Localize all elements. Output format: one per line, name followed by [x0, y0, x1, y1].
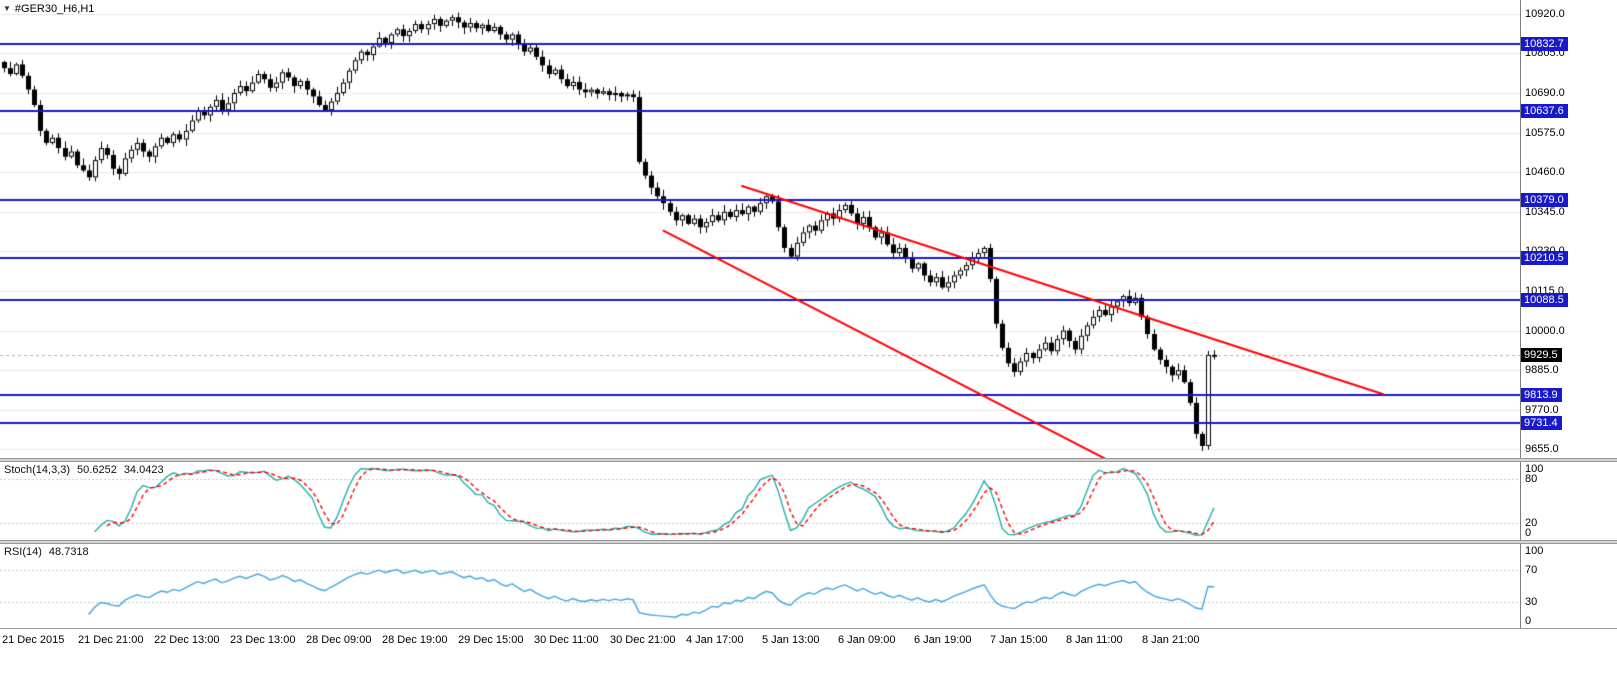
- time-label: 28 Dec 09:00: [306, 634, 372, 646]
- rsi-label: RSI(14) 48.7318: [4, 546, 89, 558]
- rsi-value: 48.7318: [48, 546, 89, 558]
- time-label: 8 Jan 11:00: [1066, 634, 1123, 646]
- rsi-title: RSI(14): [4, 546, 42, 558]
- time-label: 6 Jan 19:00: [914, 634, 972, 646]
- price-tick-label: 9885.0: [1525, 364, 1559, 377]
- stoch-axis-label: 80: [1525, 473, 1538, 486]
- price-tick-label: 10345.0: [1525, 205, 1565, 218]
- time-label: 22 Dec 13:00: [154, 634, 220, 646]
- symbol-label: ▼ #GER30_H6,H1: [3, 3, 94, 15]
- stoch-panel: Stoch(14,3,3) 50.6252 34.0423: [0, 462, 1520, 540]
- time-label: 28 Dec 19:00: [382, 634, 448, 646]
- price-tick-label: 10575.0: [1525, 126, 1565, 139]
- time-label: 7 Jan 15:00: [990, 634, 1048, 646]
- stoch-value-main: 50.6252: [77, 464, 117, 476]
- hline-price-badge[interactable]: 10088.5: [1521, 293, 1568, 308]
- stoch-label: Stoch(14,3,3) 50.6252 34.0423: [4, 464, 164, 476]
- symbol-text: #GER30_H6,H1: [14, 3, 95, 15]
- hline-price-badge[interactable]: 9731.4: [1521, 416, 1562, 431]
- time-label: 21 Dec 2015: [2, 634, 65, 646]
- main-chart-canvas[interactable]: [0, 0, 1520, 458]
- time-label: 4 Jan 17:00: [686, 634, 744, 646]
- rsi-panel-splitter[interactable]: [0, 540, 1617, 544]
- stoch-axis[interactable]: 100 80 20 0: [1520, 462, 1617, 540]
- price-tick-label: 10690.0: [1525, 86, 1565, 99]
- stoch-canvas[interactable]: [0, 462, 1520, 540]
- time-label: 30 Dec 21:00: [610, 634, 676, 646]
- stoch-axis-label: 100: [1525, 463, 1544, 475]
- dropdown-arrow-icon[interactable]: ▼: [3, 4, 11, 13]
- price-tick-label: 10000.0: [1525, 324, 1565, 337]
- price-tick-label: 10920.0: [1525, 7, 1565, 20]
- rsi-axis[interactable]: 100 70 30 0: [1520, 544, 1617, 628]
- hline-price-badge[interactable]: 10379.0: [1521, 193, 1568, 208]
- time-label: 29 Dec 15:00: [458, 634, 524, 646]
- time-label: 8 Jan 21:00: [1142, 634, 1200, 646]
- time-label: 30 Dec 11:00: [534, 634, 599, 646]
- price-tick-label: 9770.0: [1525, 403, 1559, 416]
- time-label: 21 Dec 21:00: [78, 634, 144, 646]
- hline-price-badge[interactable]: 10210.5: [1521, 251, 1568, 266]
- stoch-axis-label: 20: [1525, 516, 1538, 529]
- stoch-value-signal: 34.0423: [123, 464, 164, 476]
- rsi-canvas[interactable]: [0, 544, 1520, 628]
- main-chart-panel: ▼ #GER30_H6,H1: [0, 0, 1520, 458]
- rsi-axis-label: 30: [1525, 595, 1538, 608]
- hline-price-badge[interactable]: 10832.7: [1521, 36, 1568, 51]
- time-label: 23 Dec 13:00: [230, 634, 296, 646]
- stoch-title: Stoch(14,3,3): [4, 464, 71, 476]
- rsi-panel: RSI(14) 48.7318: [0, 544, 1520, 628]
- price-tick-label: 10460.0: [1525, 166, 1565, 179]
- stoch-axis-label: 0: [1525, 527, 1532, 539]
- time-label: 6 Jan 09:00: [838, 634, 896, 646]
- rsi-axis-label: 0: [1525, 615, 1532, 627]
- hline-price-badge[interactable]: 9813.9: [1521, 387, 1562, 402]
- rsi-axis-label: 70: [1525, 564, 1538, 577]
- time-label: 5 Jan 13:00: [762, 634, 820, 646]
- hline-price-badge[interactable]: 10637.6: [1521, 104, 1568, 119]
- time-axis[interactable]: 21 Dec 2015 21 Dec 21:00 22 Dec 13:00 23 De…: [0, 628, 1617, 673]
- price-axis[interactable]: 10920.0 10805.0 10690.0 10575.0 10460.0 10345…: [1520, 0, 1617, 458]
- rsi-axis-label: 100: [1525, 545, 1544, 557]
- bid-price-badge: 9929.5: [1521, 347, 1562, 362]
- price-tick-label: 9655.0: [1525, 443, 1559, 456]
- stoch-panel-splitter[interactable]: [0, 458, 1617, 462]
